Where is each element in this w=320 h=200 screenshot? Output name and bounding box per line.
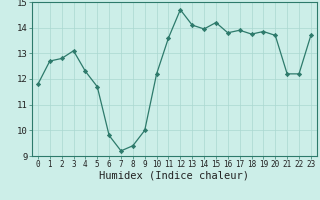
X-axis label: Humidex (Indice chaleur): Humidex (Indice chaleur) xyxy=(100,171,249,181)
